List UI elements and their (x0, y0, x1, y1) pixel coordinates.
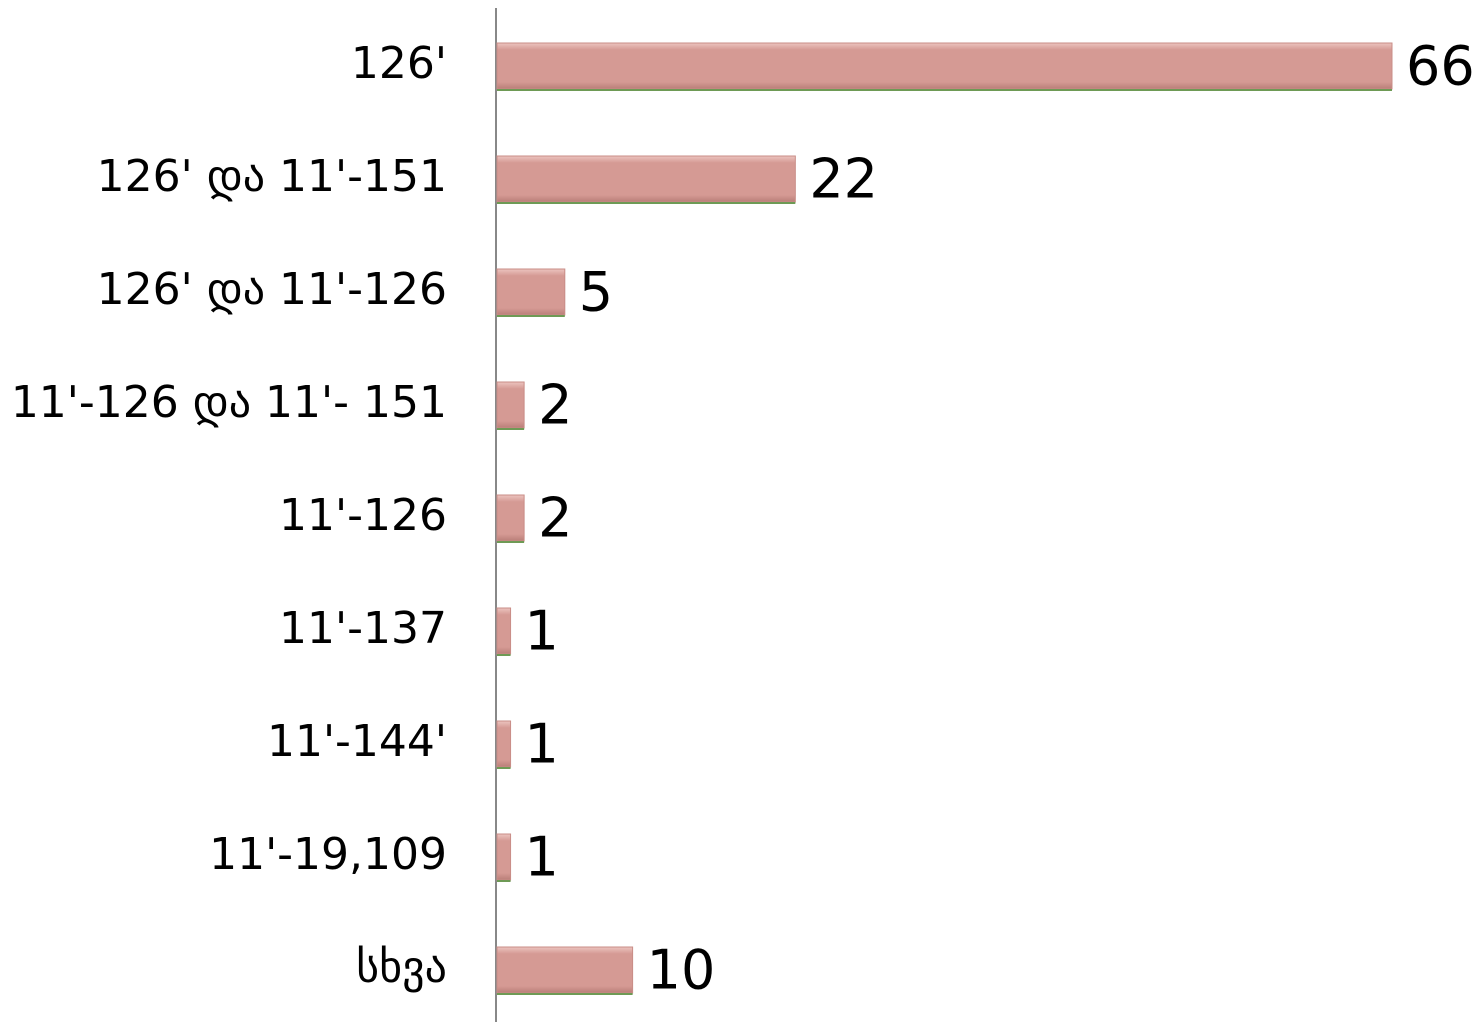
category-label: 11'-137 (279, 603, 447, 654)
data-label: 10 (647, 939, 716, 1002)
data-label: 2 (538, 374, 572, 437)
bar (496, 381, 525, 429)
data-label: 22 (809, 148, 878, 211)
data-label: 66 (1406, 35, 1475, 98)
bar (496, 833, 512, 881)
bar (496, 720, 512, 768)
category-label: 11'-144' (267, 716, 447, 767)
category-label: 126' (351, 38, 447, 89)
bar (496, 42, 1393, 90)
category-label: 11'-126 და 11'- 151 (11, 377, 447, 428)
category-label: 11'-19,109 (209, 829, 447, 880)
category-label: 11'-126 (279, 490, 447, 541)
category-label: 126' და 11'-151 (97, 151, 447, 202)
bar (496, 607, 512, 655)
bar (496, 494, 525, 542)
data-label: 1 (525, 600, 559, 663)
data-label: 2 (538, 487, 572, 550)
bar (496, 946, 634, 994)
data-label: 1 (525, 826, 559, 889)
bar (496, 155, 796, 203)
bar (496, 268, 566, 316)
data-label: 5 (579, 261, 613, 324)
category-label: სხვა (356, 942, 447, 993)
data-label: 1 (525, 713, 559, 776)
category-label: 126' და 11'-126 (97, 264, 447, 315)
